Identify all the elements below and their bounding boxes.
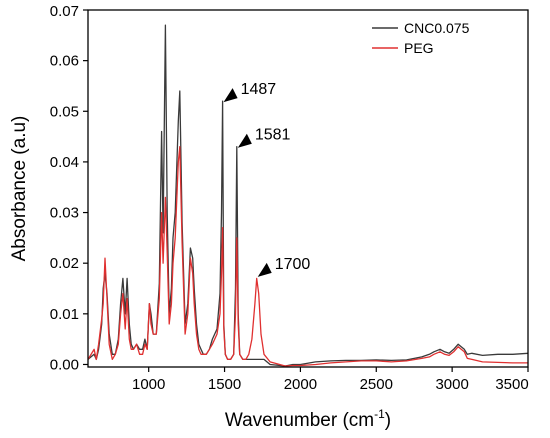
annotation-label-1581: 1581 [255, 127, 291, 144]
y-tick-label: 0.01 [50, 306, 79, 323]
y-axis-title: Absorbance (a.u) [9, 116, 30, 262]
legend-label-peg: PEG [404, 40, 434, 56]
annotation-arrow-1487 [223, 88, 238, 103]
y-tick-label: 0.06 [50, 53, 79, 70]
annotation-label-1487: 1487 [241, 81, 277, 98]
series-line-cnc [88, 24, 528, 367]
y-tick-label: 0.04 [50, 154, 79, 171]
y-axis: 0.00 0.01 0.02 0.03 0.04 0.05 0.06 0.07 [50, 3, 88, 373]
y-tick-label: 0.05 [50, 103, 79, 120]
annotation-arrow-1581 [237, 133, 252, 148]
x-tick-label: 2000 [284, 376, 317, 393]
x-axis-title: Wavenumber (cm-1) [225, 407, 391, 431]
series-layer [88, 24, 528, 367]
y-tick-label: 0.02 [50, 255, 79, 272]
plot-frame [87, 9, 529, 368]
x-tick-label: 2500 [360, 376, 393, 393]
x-tick-label: 3000 [435, 376, 468, 393]
annotation-label-1700: 1700 [275, 256, 311, 273]
legend-label-cnc: CNC0.075 [404, 20, 470, 36]
y-tick-label: 0.07 [50, 3, 79, 20]
x-tick-label: 1000 [132, 376, 165, 393]
x-axis-title-superscript: -1 [374, 407, 385, 421]
y-tick-label: 0.00 [50, 356, 79, 373]
x-tick-label: 1500 [208, 376, 241, 393]
annotations: 1487 1581 1700 [223, 81, 311, 277]
x-axis: 1000 1500 2000 2500 3000 3500 [132, 367, 529, 393]
series-line-peg [88, 146, 528, 367]
x-tick-label: 3500 [495, 376, 528, 393]
y-tick-label: 0.03 [50, 205, 79, 222]
annotation-arrow-1700 [257, 262, 272, 277]
legend: CNC0.075 PEG [372, 20, 470, 56]
